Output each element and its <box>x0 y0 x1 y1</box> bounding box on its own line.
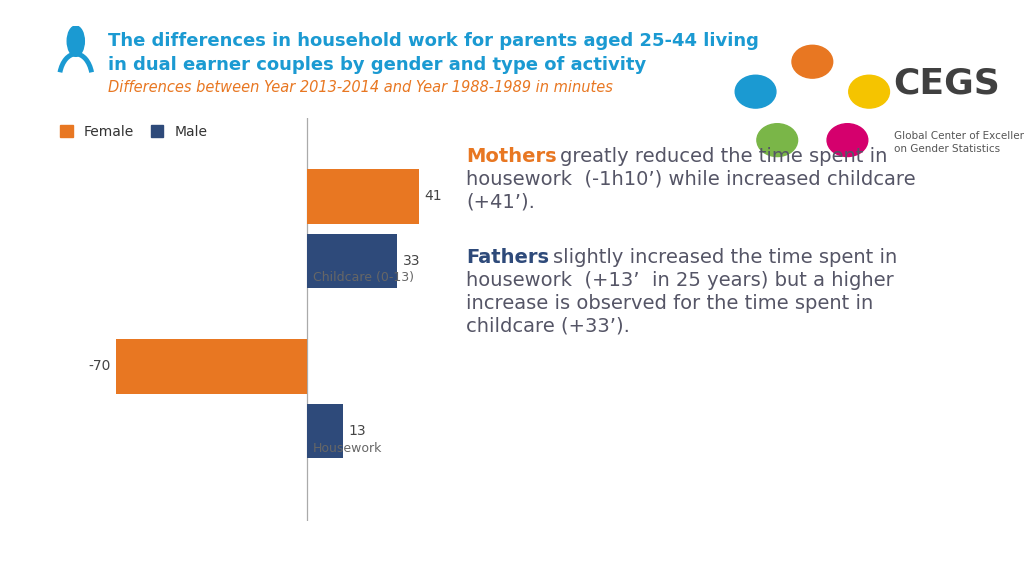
Circle shape <box>757 124 798 157</box>
Text: Global Center of Excellence
on Gender Statistics: Global Center of Excellence on Gender St… <box>894 131 1024 154</box>
Text: housework  (-1h10’) while increased childcare: housework (-1h10’) while increased child… <box>466 170 915 189</box>
Legend: Female, Male: Female, Male <box>60 125 207 139</box>
Text: 10: 10 <box>503 545 521 560</box>
Text: 33: 33 <box>402 254 420 268</box>
Text: Fathers: Fathers <box>466 248 549 267</box>
Circle shape <box>827 124 867 157</box>
Text: -70: -70 <box>88 359 111 373</box>
Text: childcare (+33’).: childcare (+33’). <box>466 317 630 336</box>
Circle shape <box>849 75 890 108</box>
Circle shape <box>735 75 776 108</box>
Bar <box>307 404 343 458</box>
Text: 13: 13 <box>348 424 366 438</box>
Text: (+41’).: (+41’). <box>466 193 535 212</box>
Text: Linda Laura Sabbadini: Linda Laura Sabbadini <box>791 543 998 562</box>
Text: 41: 41 <box>425 190 442 203</box>
Bar <box>307 234 397 288</box>
Text: increase is observed for the time spent in: increase is observed for the time spent … <box>466 294 873 313</box>
Circle shape <box>68 26 84 56</box>
Text: Mothers: Mothers <box>466 147 557 166</box>
Bar <box>307 169 419 223</box>
Text: CEGS: CEGS <box>894 66 1000 100</box>
Text: housework  (+13’  in 25 years) but a higher: housework (+13’ in 25 years) but a highe… <box>466 271 894 290</box>
Circle shape <box>792 46 833 78</box>
Text: The differences in household work for parents aged 25-44 living: The differences in household work for pa… <box>108 32 759 51</box>
Text: in dual earner couples by gender and type of activity: in dual earner couples by gender and typ… <box>108 55 646 74</box>
Text: slightly increased the time spent in: slightly increased the time spent in <box>553 248 897 267</box>
Text: Housework: Housework <box>312 442 382 454</box>
Text: Differences between Year 2013-2014 and Year 1988-1989 in minutes: Differences between Year 2013-2014 and Y… <box>108 80 612 95</box>
Text: greatly reduced the time spent in: greatly reduced the time spent in <box>560 147 888 166</box>
Text: Childcare (0-13): Childcare (0-13) <box>312 271 414 285</box>
Bar <box>116 339 307 393</box>
